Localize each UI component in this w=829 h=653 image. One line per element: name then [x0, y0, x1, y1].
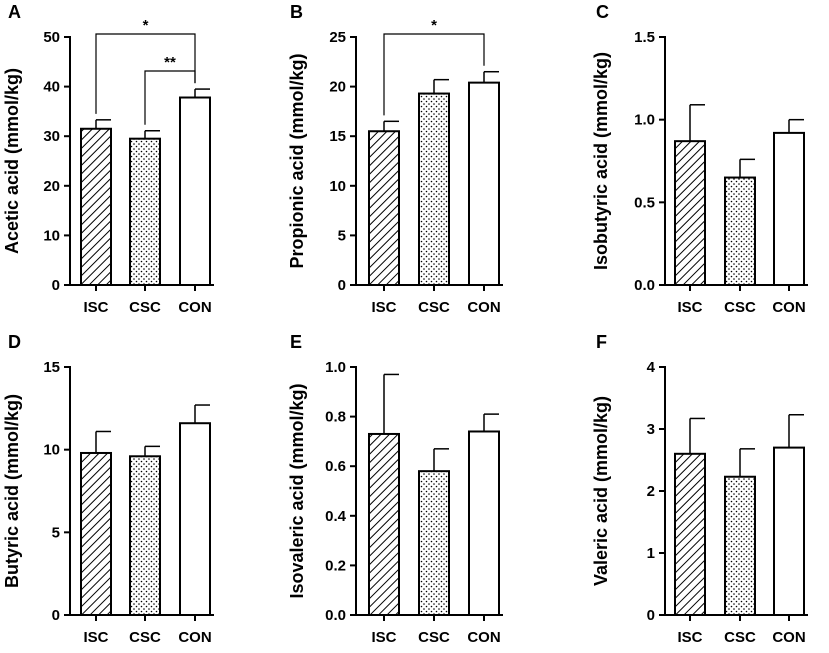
- bar-con: [773, 446, 805, 616]
- y-tick-label: 0: [52, 277, 60, 294]
- y-tick-label: 40: [43, 79, 60, 96]
- x-tick-label: CSC: [418, 629, 450, 646]
- y-tick-label: 15: [329, 128, 346, 145]
- x-tick-label: ISC: [371, 299, 396, 316]
- x-tick-label: CON: [772, 299, 805, 316]
- bar-csc: [129, 137, 161, 286]
- y-tick-label: 0.6: [325, 458, 346, 475]
- panel-letter: C: [596, 2, 609, 22]
- bar-isc: [368, 130, 400, 286]
- bar-con: [179, 422, 211, 617]
- y-tick-label: 5: [338, 227, 346, 244]
- x-tick-label: CSC: [418, 299, 450, 316]
- y-tick-label: 1.0: [325, 359, 346, 376]
- y-tick-label: 10: [43, 442, 60, 459]
- panel-letter: A: [8, 2, 21, 22]
- bar-isc: [368, 432, 400, 616]
- y-tick-label: 5: [52, 524, 60, 541]
- panel-letter: F: [596, 332, 607, 352]
- x-tick-label: CON: [467, 629, 500, 646]
- bar-con: [468, 430, 500, 617]
- x-tick-label: CON: [467, 299, 500, 316]
- y-tick-label: 0.8: [325, 409, 346, 426]
- x-tick-label: CSC: [724, 629, 756, 646]
- y-tick-label: 0.0: [325, 607, 346, 624]
- panel-letter: D: [8, 332, 21, 352]
- x-tick-label: CON: [178, 299, 211, 316]
- bar-csc: [129, 455, 161, 616]
- y-tick-label: 20: [43, 178, 60, 195]
- y-tick-label: 0.4: [325, 508, 347, 525]
- y-axis-label: Propionic acid (mmol/kg): [287, 53, 307, 268]
- chart-panel-D: D Butyric acid (mmol/kg) 0 5 10 15 ISC CSC CON: [2, 332, 214, 646]
- x-tick-label: CSC: [724, 299, 756, 316]
- bar-csc: [724, 176, 756, 287]
- significance-label: *: [143, 17, 149, 34]
- y-tick-label: 0: [647, 607, 655, 624]
- chart-panel-C: C Isobutyric acid (mmol/kg) 0.0 0.5 1.0 1.5 IS…: [591, 2, 808, 316]
- x-tick-label: CON: [178, 629, 211, 646]
- chart-panel-F: F Valeric acid (mmol/kg) 0 1 2 3 4 ISC CSC CON: [591, 332, 808, 646]
- x-tick-label: CSC: [129, 629, 161, 646]
- y-tick-label: 30: [43, 128, 60, 145]
- bar-con: [468, 81, 500, 286]
- bar-isc: [674, 452, 706, 616]
- y-tick-label: 1.0: [634, 112, 655, 129]
- bar-con: [179, 96, 211, 287]
- x-tick-label: ISC: [83, 629, 108, 646]
- x-tick-label: CSC: [129, 299, 161, 316]
- significance-bracket: [95, 33, 196, 114]
- chart-panel-E: E Isovaleric acid (mmol/kg) 0.0 0.2 0.4 0.6 0.…: [287, 332, 503, 646]
- y-tick-label: 10: [43, 227, 60, 244]
- panel-letter: B: [290, 2, 303, 22]
- chart-panel-A: A Acetic acid (mmol/kg) 0 10 20 30 40 50 ISC CSC C…: [2, 2, 214, 316]
- y-tick-label: 0: [338, 277, 346, 294]
- y-tick-label: 25: [329, 29, 346, 46]
- bar-isc: [80, 127, 112, 286]
- y-tick-label: 50: [43, 29, 60, 46]
- bar-isc: [80, 451, 112, 616]
- bar-con: [773, 131, 805, 286]
- x-tick-label: ISC: [83, 299, 108, 316]
- bar-csc: [418, 92, 450, 286]
- y-tick-label: 1: [647, 545, 655, 562]
- bar-csc: [724, 475, 756, 616]
- y-axis-label: Isobutyric acid (mmol/kg): [591, 52, 611, 270]
- y-tick-label: 20: [329, 79, 346, 96]
- y-tick-label: 10: [329, 178, 346, 195]
- bar-csc: [418, 470, 450, 616]
- y-tick-label: 0.5: [634, 194, 655, 211]
- x-tick-label: CON: [772, 629, 805, 646]
- significance-label: **: [164, 54, 176, 71]
- y-axis-label: Acetic acid (mmol/kg): [2, 68, 22, 254]
- significance-bracket: [383, 33, 485, 116]
- y-tick-label: 1.5: [634, 29, 655, 46]
- x-tick-label: ISC: [677, 299, 702, 316]
- y-tick-label: 0.0: [634, 277, 655, 294]
- y-tick-label: 4: [647, 359, 656, 376]
- y-axis-label: Valeric acid (mmol/kg): [591, 396, 611, 586]
- bar-isc: [674, 140, 706, 286]
- x-tick-label: ISC: [371, 629, 396, 646]
- y-tick-label: 0: [52, 607, 60, 624]
- y-tick-label: 2: [647, 483, 655, 500]
- significance-label: *: [431, 17, 437, 34]
- y-tick-label: 3: [647, 421, 655, 438]
- chart-panel-B: B Propionic acid (mmol/kg) 0 5 10 15 20 25 ISC CS…: [287, 2, 503, 316]
- y-tick-label: 15: [43, 359, 60, 376]
- x-tick-label: ISC: [677, 629, 702, 646]
- y-tick-label: 0.2: [325, 557, 346, 574]
- y-axis-label: Butyric acid (mmol/kg): [2, 394, 22, 588]
- significance-bracket: [144, 70, 196, 125]
- panel-letter: E: [290, 332, 302, 352]
- y-axis-label: Isovaleric acid (mmol/kg): [287, 383, 307, 598]
